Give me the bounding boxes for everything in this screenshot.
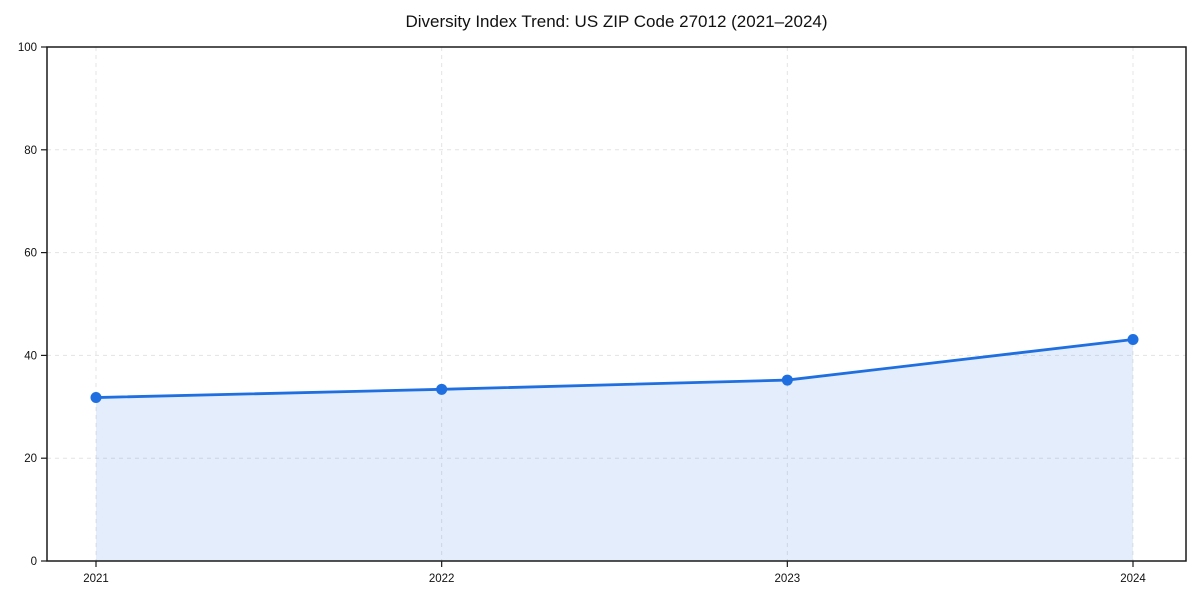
data-point-marker bbox=[436, 383, 448, 395]
axes-frame bbox=[46, 46, 1187, 562]
data-point-marker bbox=[1127, 333, 1139, 345]
x-axis-tick-label: 2023 bbox=[775, 573, 801, 585]
x-axis-tick-label: 2021 bbox=[83, 573, 109, 585]
plot-background bbox=[47, 47, 1186, 561]
x-axis-tick-label: 2022 bbox=[429, 573, 455, 585]
data-point-marker bbox=[90, 392, 102, 404]
y-axis-tick-label: 0 bbox=[31, 556, 37, 568]
y-axis-tick-label: 100 bbox=[18, 42, 37, 54]
chart-title: Diversity Index Trend: US ZIP Code 27012… bbox=[405, 12, 828, 31]
area-fill bbox=[96, 339, 1133, 561]
y-axis-tick-label: 20 bbox=[24, 453, 37, 465]
y-axis-tick-label: 60 bbox=[24, 248, 37, 260]
x-axis-tick-label: 2024 bbox=[1120, 573, 1146, 585]
trend-line bbox=[94, 338, 1135, 399]
data-point-marker bbox=[781, 374, 793, 386]
y-axis-tick-label: 80 bbox=[24, 145, 37, 157]
y-axis-tick-label: 40 bbox=[24, 350, 37, 362]
